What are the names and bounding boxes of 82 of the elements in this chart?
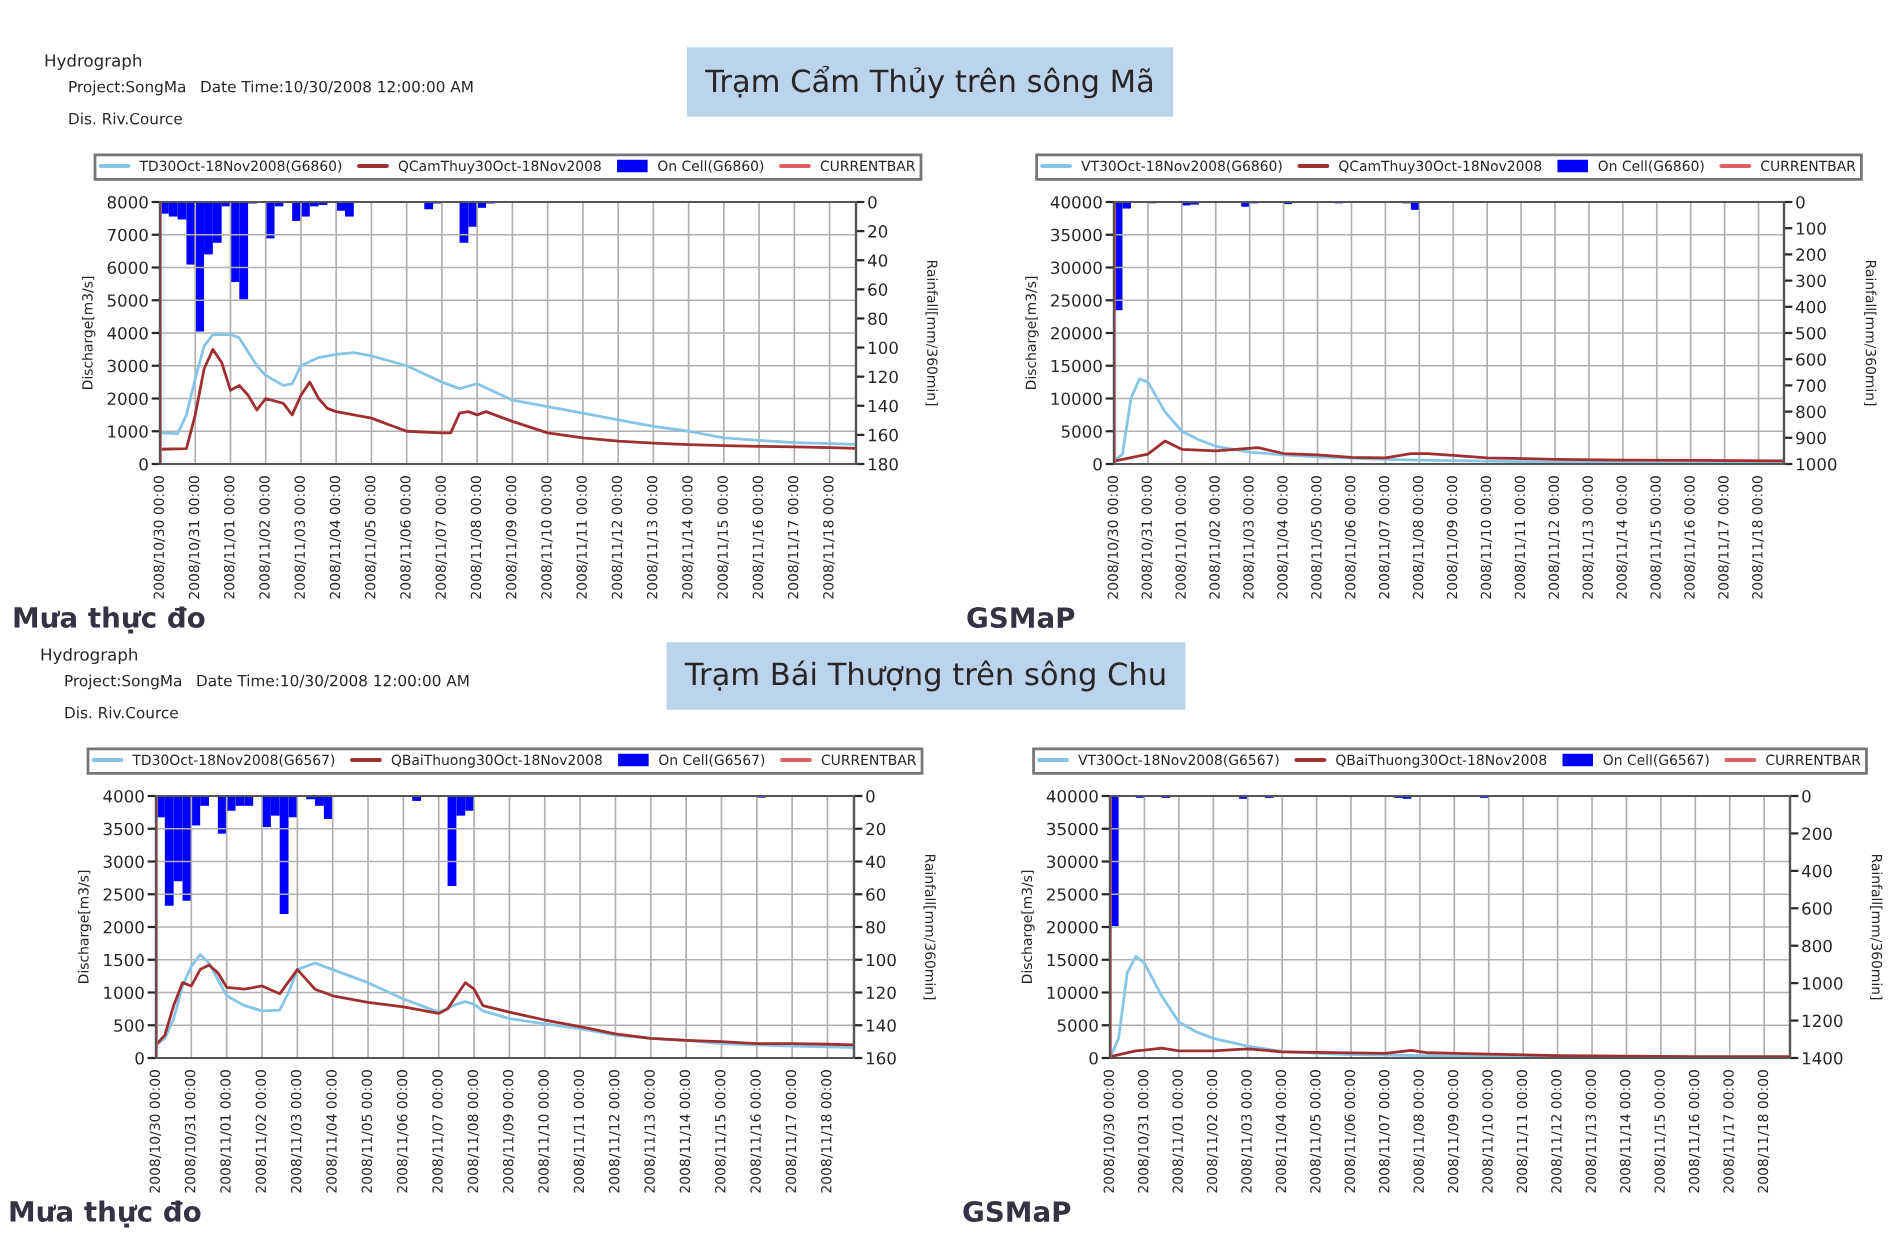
- y2-tick-label: 0: [1802, 789, 1811, 803]
- y-tick-label: 6000: [107, 261, 148, 275]
- y-tick-label: 1000: [108, 425, 148, 438]
- y-tick-label: 3000: [107, 359, 148, 373]
- y2-tick-label: 800: [1802, 939, 1832, 953]
- y2-tick-label: 400: [1795, 300, 1826, 314]
- y2-tick-label: 800: [1796, 405, 1826, 419]
- y2-tick-label: 140: [868, 399, 898, 413]
- y2-tick-label: 0: [1796, 195, 1805, 209]
- y2-tick-label: 20: [868, 225, 888, 238]
- text: Hydrograph: [45, 53, 142, 71]
- y2-tick-label: 1200: [1802, 1014, 1843, 1028]
- text: Mưa thực đo: [14, 606, 205, 634]
- y-tick-label: 15000: [1051, 359, 1102, 373]
- y2-tick-label: 80: [866, 920, 886, 934]
- y-tick-label: 500: [114, 1019, 144, 1032]
- y2-tick-label: 60: [868, 283, 888, 296]
- y-tick-label: 4000: [107, 326, 148, 340]
- y2-tick-label: 200: [1802, 827, 1832, 840]
- y2-tick-label: 700: [1796, 379, 1826, 392]
- y2-tick-label: 600: [1796, 353, 1826, 366]
- y-tick-label: 5000: [107, 294, 148, 307]
- y-tick-label: 35000: [1051, 228, 1102, 242]
- y2-tick-label: 120: [868, 370, 898, 384]
- y-tick-label: 3500: [103, 822, 144, 836]
- y-tick-label: 25000: [1047, 888, 1098, 901]
- y-tick-label: 0: [1093, 457, 1102, 471]
- y2-tick-label: 600: [1802, 902, 1832, 915]
- y-tick-label: 1500: [104, 953, 144, 967]
- y2-tick-label: 60: [866, 888, 886, 901]
- text: Hydrograph: [41, 647, 138, 665]
- y2-tick-label: 100: [1796, 222, 1826, 235]
- y2-tick-label: 500: [1796, 326, 1826, 340]
- y-tick-label: 30000: [1047, 855, 1098, 869]
- y-tick-label: 30000: [1051, 261, 1102, 275]
- y-tick-label: 2000: [107, 392, 148, 406]
- y2-tick-label: 80: [868, 312, 888, 326]
- y2-tick-label: 160: [866, 1051, 896, 1065]
- y-tick-label: 40000: [1046, 789, 1098, 803]
- y-tick-label: 0: [1089, 1051, 1098, 1065]
- y-tick-label: 15000: [1047, 953, 1098, 967]
- y2-tick-label: 140: [866, 1019, 896, 1032]
- y-tick-label: 10000: [1047, 986, 1098, 1000]
- y2-tick-label: 0: [866, 789, 875, 803]
- y-tick-label: 0: [135, 1051, 144, 1065]
- y2-tick-label: 1000: [1796, 457, 1837, 471]
- y-tick-label: 40000: [1050, 195, 1102, 209]
- text: GSMaP: [967, 607, 1075, 629]
- y2-tick-label: 100: [866, 953, 896, 967]
- y2-tick-label: 40: [865, 855, 886, 869]
- y2-tick-label: 100: [868, 341, 898, 355]
- y2-tick-label: 200: [1796, 248, 1826, 261]
- y2-tick-label: 20: [866, 822, 886, 836]
- y-tick-label: 8000: [107, 195, 148, 209]
- y-tick-label: 10000: [1051, 392, 1102, 406]
- text: GSMaP: [963, 1201, 1071, 1223]
- y-tick-label: 3000: [103, 855, 144, 869]
- y-tick-label: 4000: [103, 789, 144, 803]
- y2-tick-label: 40: [867, 254, 888, 267]
- text: Trạm Cẩm Thủy trên sông Mã: [705, 65, 1153, 99]
- y-tick-label: 0: [139, 457, 148, 471]
- y2-tick-label: 0: [868, 195, 877, 209]
- y-tick-label: 5000: [1057, 1019, 1098, 1032]
- y-tick-label: 35000: [1047, 822, 1098, 836]
- y2-tick-label: 1000: [1802, 977, 1843, 990]
- y-tick-label: 2500: [103, 888, 144, 901]
- y2-tick-label: 900: [1796, 431, 1826, 445]
- y2-tick-label: 160: [868, 428, 898, 442]
- y2-tick-label: 400: [1801, 864, 1832, 878]
- text: Mưa thực đo: [10, 1200, 201, 1228]
- y-tick-label: 5000: [1061, 425, 1102, 438]
- y2-tick-label: 120: [866, 986, 896, 1000]
- text: Trạm Bái Thượng trên sông Chu: [684, 660, 1165, 692]
- y-tick-label: 1000: [104, 986, 144, 1000]
- y-tick-label: 20000: [1047, 920, 1098, 934]
- y-tick-label: 2000: [103, 920, 144, 934]
- y2-tick-label: 300: [1796, 274, 1826, 288]
- y-tick-label: 7000: [107, 228, 148, 242]
- y-tick-label: 20000: [1051, 326, 1102, 340]
- y2-tick-label: 180: [868, 457, 898, 471]
- y2-tick-label: 1400: [1802, 1051, 1843, 1065]
- y-tick-label: 25000: [1051, 294, 1102, 307]
